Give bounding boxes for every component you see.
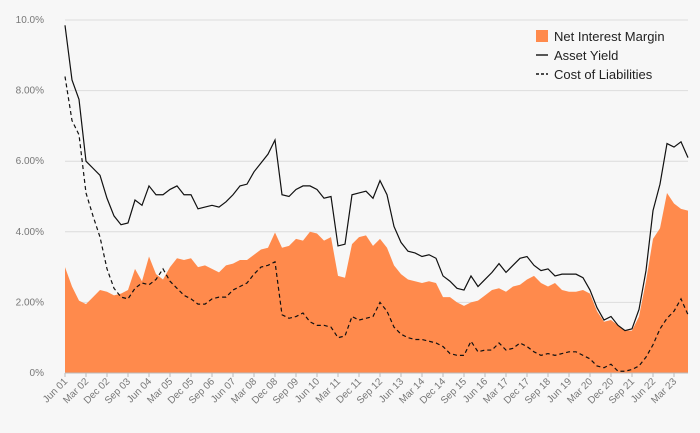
legend-label-cost-of-liabilities: Cost of Liabilities: [554, 67, 653, 82]
series-asset-yield-line: [64, 25, 689, 332]
y-tick-label: 4.00%: [16, 227, 44, 238]
y-tick-label: 6.00%: [16, 156, 44, 167]
legend-swatch-net-interest-margin: [536, 30, 548, 42]
series-cost-of-liabilities-line: [64, 76, 689, 372]
y-tick-label: 2.00%: [16, 297, 44, 308]
y-tick-label: 0%: [30, 368, 45, 379]
y-tick-label: 8.00%: [16, 86, 44, 97]
series-net-interest-margin-area: [65, 192, 688, 373]
plot-area: [65, 192, 688, 373]
series-lines: [64, 25, 689, 372]
y-tick-label: 10.0%: [16, 15, 44, 26]
legend-label-net-interest-margin: Net Interest Margin: [554, 29, 665, 44]
legend: Net Interest Margin Asset Yield Cost of …: [536, 29, 665, 82]
legend-label-asset-yield: Asset Yield: [554, 48, 618, 63]
